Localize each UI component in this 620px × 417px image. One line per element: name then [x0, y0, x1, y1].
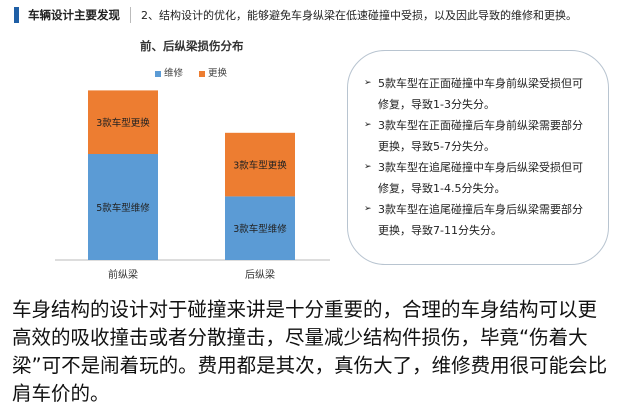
section-title: 车辆设计主要发现: [28, 8, 120, 22]
header-accent-bar: [14, 7, 19, 23]
notes-box: 5款车型在正面碰撞中车身前纵梁受损但可修复，导致1-3分失分。 3款车型在正面碰…: [347, 50, 609, 265]
data-label: 3款车型更换: [233, 160, 287, 172]
data-label: 3款车型维修: [233, 223, 287, 235]
legend-item-repair: 维修: [155, 65, 183, 79]
note-item: 3款车型在正面碰撞后车身前纵梁需要部分更换，导致5-7分失分。: [364, 115, 592, 157]
legend-swatch: [199, 70, 206, 77]
header-divider: [130, 7, 131, 23]
note-item: 3款车型在追尾碰撞后车身后纵梁需要部分更换，导致7-11分失分。: [364, 199, 592, 241]
legend-label: 维修: [164, 68, 184, 79]
chart-title: 前、后纵梁损伤分布: [140, 39, 244, 53]
body-paragraph: 车身结构的设计对于碰撞来讲是十分重要的，合理的车身结构可以更高效的吸收撞击或者分…: [12, 298, 608, 405]
bar-segment-replace: [88, 90, 158, 154]
x-tick-label: 后纵梁: [245, 268, 275, 281]
bar-segment-repair: [225, 196, 295, 260]
header: 车辆设计主要发现 2、结构设计的优化，能够避免车身纵梁在低速碰撞中受损，以及因此…: [14, 6, 577, 24]
bar-segment-repair: [88, 154, 158, 260]
slide-subtitle: 2、结构设计的优化，能够避免车身纵梁在低速碰撞中受损，以及因此导致的维修和更换。: [141, 9, 577, 22]
legend-label: 更换: [208, 68, 228, 79]
x-tick-label: 前纵梁: [108, 268, 138, 281]
legend-item-replace: 更换: [199, 65, 227, 79]
note-item: 5款车型在正面碰撞中车身前纵梁受损但可修复，导致1-3分失分。: [364, 73, 592, 115]
bar-segment-replace: [225, 132, 295, 197]
data-label: 3款车型更换: [96, 117, 150, 129]
chart-legend: 维修 更换: [155, 65, 227, 79]
legend-swatch: [155, 70, 161, 77]
data-label: 5款车型维修: [96, 202, 150, 214]
note-item: 3款车型在追尾碰撞中车身后纵梁受损但可修复，导致1-4.5分失分。: [364, 157, 592, 199]
